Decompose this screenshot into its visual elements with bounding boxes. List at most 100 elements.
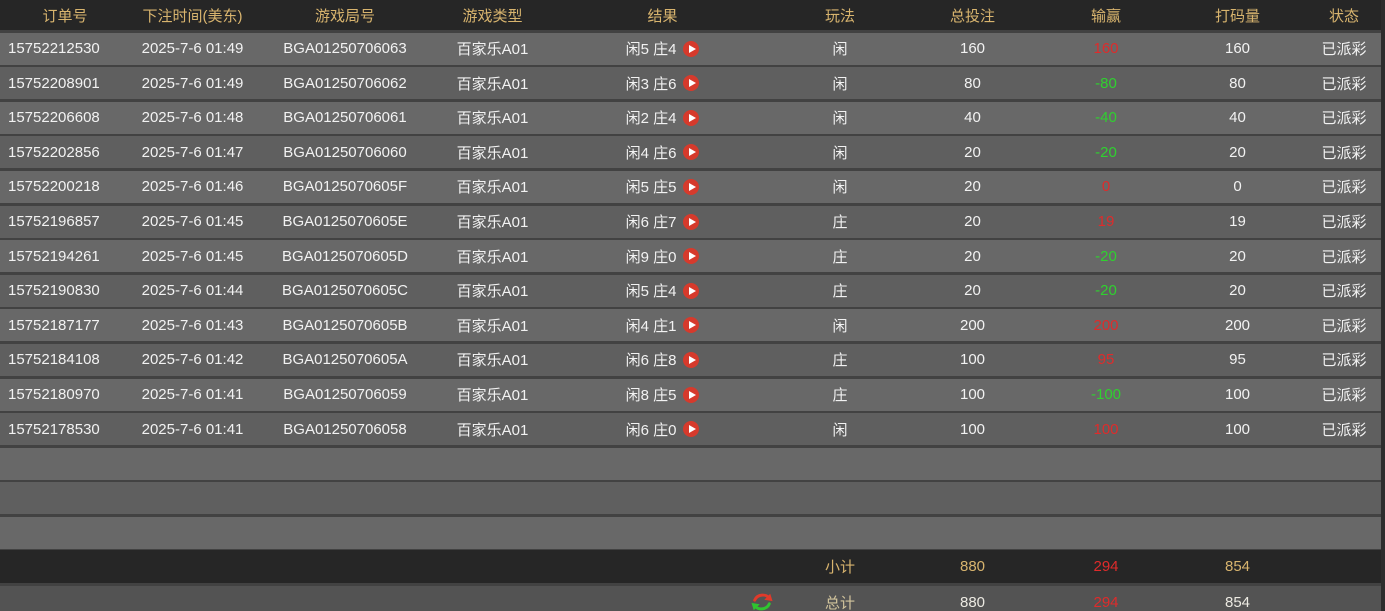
result-cell: 闲5 庄5	[625, 179, 677, 197]
winloss-cell: -40	[1095, 109, 1117, 127]
time-cell: 2025-7-6 01:47	[141, 143, 244, 161]
order-cell: 15752190830	[8, 282, 100, 300]
play-replay-icon[interactable]	[683, 213, 700, 230]
table-body: 15752212530 2025-7-6 01:49 BGA0125070606…	[0, 32, 1385, 549]
order-cell: 15752178530	[8, 420, 100, 438]
time-cell: 2025-7-6 01:45	[141, 247, 244, 265]
time-cell: 2025-7-6 01:45	[141, 213, 244, 231]
round-cell: BGA0125070605D	[282, 247, 408, 265]
type-cell: 百家乐A01	[456, 75, 529, 93]
type-cell: 百家乐A01	[456, 283, 529, 301]
round-cell: BGA0125070605A	[282, 351, 408, 369]
col-header-type: 游戏类型	[462, 7, 523, 25]
order-cell: 15752206608	[8, 109, 100, 127]
subtotal-winloss: 294	[1093, 557, 1119, 575]
order-cell: 15752187177	[8, 316, 100, 334]
status-cell: 已派彩	[1321, 110, 1367, 128]
play-replay-icon[interactable]	[683, 109, 700, 126]
wager-cell: 19	[1229, 213, 1246, 231]
bet-cell: 100	[959, 420, 986, 438]
winloss-cell: -100	[1090, 386, 1122, 404]
status-cell: 已派彩	[1321, 248, 1367, 266]
time-cell: 2025-7-6 01:44	[141, 282, 244, 300]
play-replay-icon[interactable]	[683, 351, 700, 368]
play-replay-icon[interactable]	[683, 40, 700, 57]
status-cell: 已派彩	[1321, 317, 1367, 335]
play-cell: 庄	[832, 352, 848, 370]
order-cell: 15752196857	[8, 213, 100, 231]
table-row: 15752212530 2025-7-6 01:49 BGA0125070606…	[0, 32, 1385, 65]
time-cell: 2025-7-6 01:49	[141, 74, 244, 92]
play-cell: 闲	[832, 41, 848, 59]
play-replay-icon[interactable]	[683, 178, 700, 195]
table-row: 15752187177 2025-7-6 01:43 BGA0125070605…	[0, 309, 1385, 342]
subtotal-label: 小计	[824, 558, 855, 576]
play-replay-icon[interactable]	[683, 386, 700, 403]
order-cell: 15752208901	[8, 74, 100, 92]
type-cell: 百家乐A01	[456, 110, 529, 128]
play-replay-icon[interactable]	[683, 75, 700, 92]
round-cell: BGA0125070605E	[282, 213, 408, 231]
bet-cell: 20	[964, 247, 981, 265]
status-cell: 已派彩	[1321, 75, 1367, 93]
col-header-time: 下注时间(美东)	[142, 7, 243, 25]
bet-cell: 20	[964, 178, 981, 196]
bet-cell: 200	[959, 316, 986, 334]
wager-cell: 40	[1229, 109, 1246, 127]
play-replay-icon[interactable]	[683, 421, 700, 438]
scrollbar-track[interactable]	[1381, 0, 1385, 611]
total-label: 总计	[824, 594, 855, 611]
col-header-order: 订单号	[42, 7, 88, 25]
status-cell: 已派彩	[1321, 283, 1367, 301]
result-cell: 闲4 庄1	[625, 317, 677, 335]
table-row: 15752206608 2025-7-6 01:48 BGA0125070606…	[0, 101, 1385, 134]
type-cell: 百家乐A01	[456, 352, 529, 370]
swap-refresh-icon[interactable]	[751, 591, 775, 611]
order-cell: 15752180970	[8, 386, 100, 404]
round-cell: BGA01250706058	[283, 420, 407, 438]
type-cell: 百家乐A01	[456, 317, 529, 335]
subtotal-bet: 880	[959, 557, 986, 575]
wager-cell: 100	[1224, 420, 1251, 438]
table-row: 15752178530 2025-7-6 01:41 BGA0125070605…	[0, 413, 1385, 446]
winloss-cell: -80	[1095, 74, 1117, 92]
type-cell: 百家乐A01	[456, 387, 529, 405]
winloss-cell: 95	[1097, 351, 1115, 369]
time-cell: 2025-7-6 01:48	[141, 109, 244, 127]
empty-row	[0, 482, 1385, 515]
round-cell: BGA01250706063	[283, 40, 407, 58]
result-cell: 闲8 庄5	[625, 387, 677, 405]
order-cell: 15752184108	[8, 351, 100, 369]
winloss-cell: 200	[1093, 316, 1119, 334]
order-cell: 15752194261	[8, 247, 100, 265]
play-cell: 庄	[832, 214, 848, 232]
bet-cell: 20	[964, 282, 981, 300]
play-replay-icon[interactable]	[683, 317, 700, 334]
wager-cell: 160	[1224, 40, 1251, 58]
play-cell: 庄	[832, 387, 848, 405]
play-replay-icon[interactable]	[683, 248, 700, 265]
table-row: 15752184108 2025-7-6 01:42 BGA0125070605…	[0, 343, 1385, 376]
col-header-play: 玩法	[824, 7, 855, 25]
order-cell: 15752212530	[8, 40, 100, 58]
winloss-cell: 100	[1093, 420, 1119, 438]
play-cell: 闲	[832, 317, 848, 335]
play-cell: 庄	[832, 248, 848, 266]
status-cell: 已派彩	[1321, 214, 1367, 232]
play-cell: 闲	[832, 110, 848, 128]
winloss-cell: 19	[1097, 213, 1115, 231]
col-header-wager: 打码量	[1214, 7, 1260, 25]
time-cell: 2025-7-6 01:46	[141, 178, 244, 196]
bet-cell: 100	[959, 386, 986, 404]
play-replay-icon[interactable]	[683, 282, 700, 299]
wager-cell: 20	[1229, 282, 1246, 300]
play-replay-icon[interactable]	[683, 144, 700, 161]
type-cell: 百家乐A01	[456, 421, 529, 439]
type-cell: 百家乐A01	[456, 179, 529, 197]
col-header-status: 状态	[1328, 7, 1359, 25]
type-cell: 百家乐A01	[456, 214, 529, 232]
bet-cell: 20	[964, 213, 981, 231]
swap-refresh-icon-svg	[751, 593, 773, 611]
result-cell: 闲6 庄7	[625, 214, 677, 232]
wager-cell: 0	[1233, 178, 1242, 196]
